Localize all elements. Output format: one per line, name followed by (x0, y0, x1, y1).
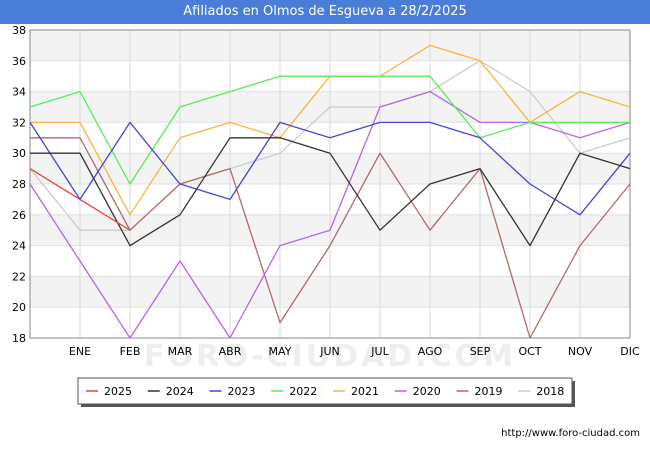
y-tick-label: 34 (12, 86, 26, 99)
x-tick-label: MAY (269, 345, 292, 358)
x-tick-label: JUN (319, 345, 340, 358)
x-tick-label: DIC (620, 345, 640, 358)
legend-label-2024: 2024 (166, 385, 194, 398)
series-line-2024 (30, 137, 631, 247)
x-tick-label: ABR (219, 345, 242, 358)
series-line-2025 (29, 168, 131, 231)
x-tick-label: OCT (518, 345, 541, 358)
y-tick-label: 28 (12, 178, 26, 191)
source-link[interactable]: http://www.foro-ciudad.com (501, 428, 640, 439)
legend-label-2023: 2023 (228, 385, 256, 398)
series-line-2022 (29, 75, 630, 185)
legend-label-2025: 2025 (104, 385, 132, 398)
legend-label-2020: 2020 (413, 385, 441, 398)
watermark-text: FORO-CIUDAD.COM (144, 339, 516, 374)
y-tick-label: 26 (12, 209, 26, 222)
legend-label-2021: 2021 (351, 385, 379, 398)
series-line-2023 (29, 121, 631, 216)
legend-label-2019: 2019 (475, 385, 503, 398)
x-tick-label: JUL (370, 345, 389, 358)
x-tick-label: ENE (69, 345, 91, 358)
y-tick-label: 36 (12, 55, 26, 68)
y-tick-label: 24 (12, 240, 26, 253)
y-tick-label: 32 (12, 116, 26, 129)
x-tick-label: AGO (418, 345, 443, 358)
y-tick-label: 30 (12, 147, 26, 160)
legend-box (77, 377, 573, 405)
legend-label-2018: 2018 (536, 385, 564, 398)
x-tick-label: SEP (470, 345, 491, 358)
chart-title: Afiliados en Olmos de Esgueva a 28/2/202… (0, 0, 650, 24)
y-tick-label: 22 (12, 270, 26, 283)
y-tick-label: 38 (12, 24, 26, 37)
y-tick-label: 18 (12, 332, 26, 345)
x-tick-label: FEB (120, 345, 141, 358)
legend-label-2022: 2022 (289, 385, 317, 398)
x-tick-label: MAR (168, 345, 193, 358)
y-tick-label: 20 (12, 301, 26, 314)
x-tick-label: NOV (568, 345, 593, 358)
